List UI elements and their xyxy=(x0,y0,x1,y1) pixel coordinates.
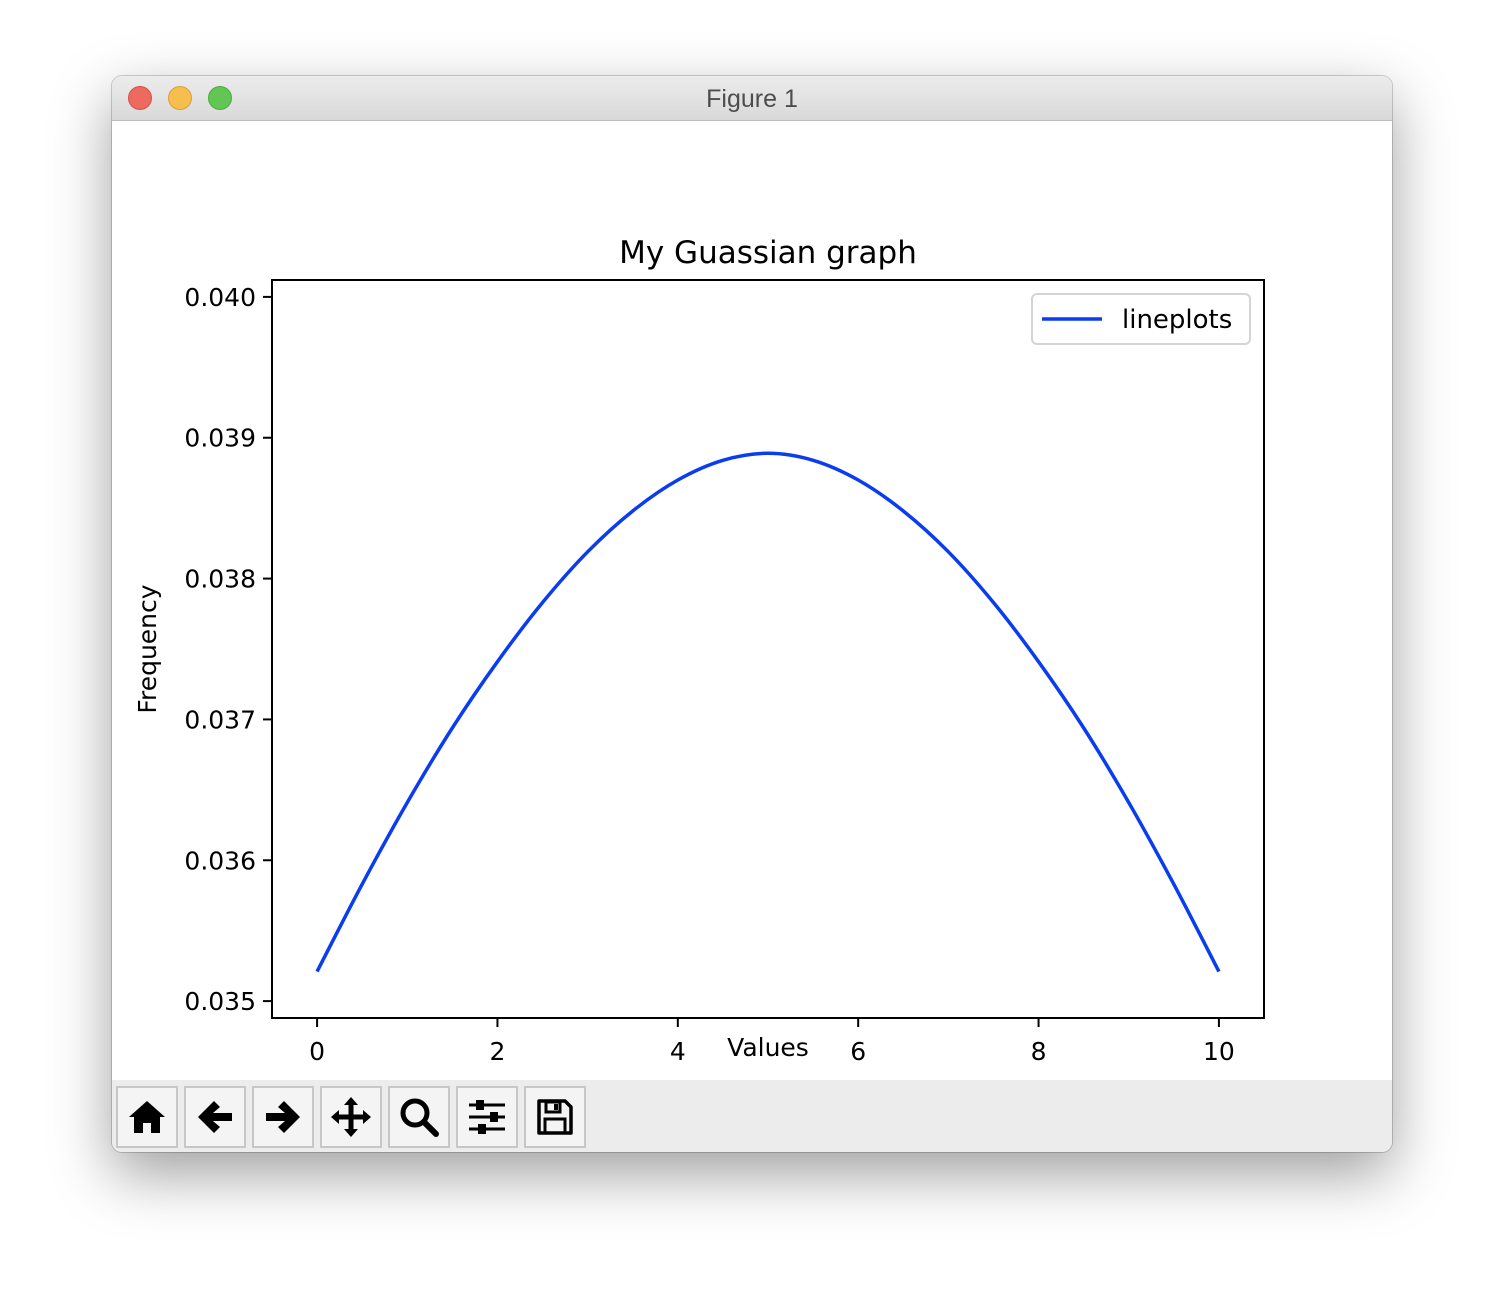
y-axis-label: Frequency xyxy=(133,584,162,713)
plot-area-frame xyxy=(271,279,1265,1019)
arrow-left-icon xyxy=(198,1101,232,1133)
maximize-window-button[interactable] xyxy=(208,86,232,110)
x-tick-label: 10 xyxy=(1203,1037,1235,1066)
x-tick-label: 2 xyxy=(490,1037,506,1066)
move-icon xyxy=(331,1097,371,1137)
minimize-window-button[interactable] xyxy=(168,86,192,110)
x-tick-label: 6 xyxy=(850,1037,866,1066)
x-tick-label: 0 xyxy=(309,1037,325,1066)
y-tick-label: 0.040 xyxy=(184,283,256,312)
arrow-right-icon xyxy=(266,1101,300,1133)
search-icon xyxy=(400,1098,439,1137)
navigation-toolbar xyxy=(112,1080,1392,1152)
back-button[interactable] xyxy=(184,1086,246,1148)
close-window-button[interactable] xyxy=(128,86,152,110)
line-chart: My Guassian graph 0 2 4 6 8 10 0.035 0.036 0.037 0… xyxy=(133,235,1265,1066)
save-button[interactable] xyxy=(524,1086,586,1148)
series-line-lineplots xyxy=(315,451,1221,973)
x-tick-label: 8 xyxy=(1031,1037,1047,1066)
x-axis-label: Values xyxy=(727,1033,809,1062)
legend-box xyxy=(1031,293,1251,345)
y-tick-label: 0.036 xyxy=(184,846,256,875)
title-bar[interactable]: Figure 1 xyxy=(112,76,1392,121)
legend-label: lineplots xyxy=(1122,305,1232,335)
pan-button[interactable] xyxy=(320,1086,382,1148)
figure-window: Figure 1 My Guassian graph 0 2 4 6 8 10 0.035 0.… xyxy=(112,76,1392,1152)
chart-title: My Guassian graph xyxy=(619,235,917,271)
x-tick-label: 4 xyxy=(670,1037,686,1066)
home-button[interactable] xyxy=(116,1086,178,1148)
forward-button[interactable] xyxy=(252,1086,314,1148)
window-title: Figure 1 xyxy=(706,85,798,113)
figure-canvas[interactable]: My Guassian graph 0 2 4 6 8 10 0.035 0.036 0.037 0… xyxy=(112,121,1392,1080)
configure-subplots-button[interactable] xyxy=(456,1086,518,1148)
y-tick-label: 0.037 xyxy=(184,705,256,734)
zoom-button[interactable] xyxy=(388,1086,450,1148)
y-tick-label: 0.038 xyxy=(184,565,256,594)
y-tick-label: 0.035 xyxy=(184,987,256,1016)
sliders-icon xyxy=(469,1100,505,1134)
floppy-disk-icon xyxy=(537,1099,573,1135)
y-tick-label: 0.039 xyxy=(184,424,256,453)
home-icon xyxy=(129,1101,165,1133)
